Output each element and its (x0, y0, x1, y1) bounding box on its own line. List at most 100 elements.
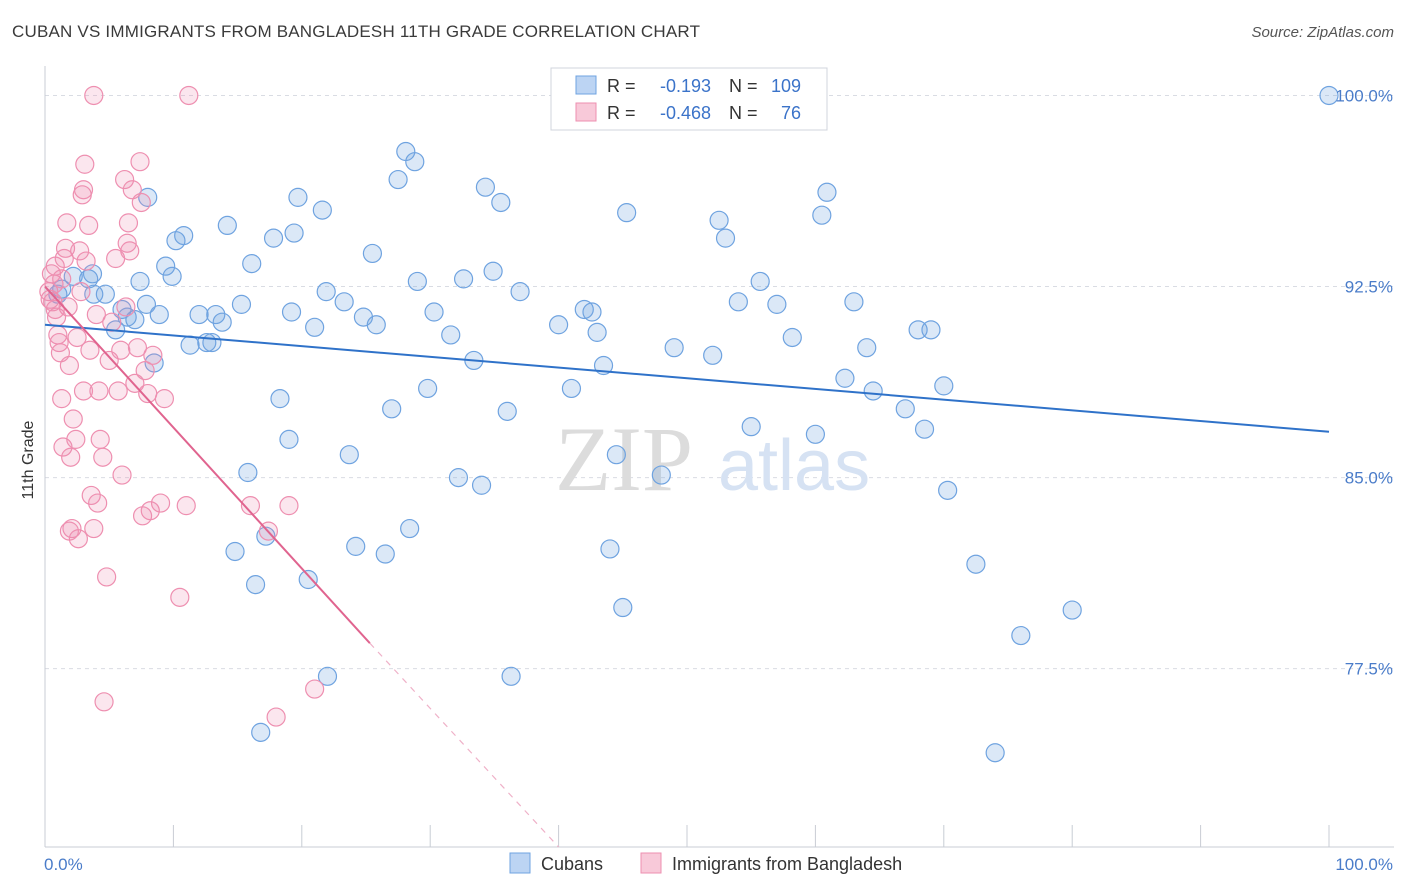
cubans-point (966, 554, 986, 574)
watermark-atlas: atlas (718, 426, 870, 506)
cubans-point (312, 200, 332, 220)
bangladesh-point (154, 389, 175, 409)
bangladesh-point (81, 485, 101, 506)
bangladesh-point (115, 169, 135, 190)
bangladesh-point (70, 241, 90, 261)
cubans-point (156, 256, 176, 276)
cubans-point (651, 465, 671, 485)
cubans-point (835, 368, 855, 388)
legend-n-label-2: N = (729, 103, 758, 123)
cubans-point (812, 205, 832, 225)
bottom-legend-bangladesh: Immigrants from Bangladesh (672, 854, 902, 874)
bangladesh-point (116, 297, 136, 317)
x-tick-label: 100.0% (1335, 855, 1393, 874)
cubans-point (130, 271, 150, 292)
legend-r-value-1: -0.193 (660, 76, 711, 96)
cubans-point (279, 429, 299, 449)
chart-title: CUBAN VS IMMIGRANTS FROM BANGLADESH 11TH… (12, 22, 701, 41)
bangladesh-point (52, 389, 72, 409)
cubans-point (162, 266, 182, 286)
legend-r-label-2: R = (607, 103, 636, 123)
bangladesh-trend-line (44, 285, 371, 644)
cubans-point (316, 282, 336, 302)
cubans-point (914, 419, 935, 439)
bangladesh-point (94, 692, 114, 712)
cubans-point (117, 307, 137, 327)
bangladesh-point (54, 248, 74, 269)
cubans-point (174, 225, 194, 246)
axes (44, 66, 1394, 848)
cubans-point (857, 338, 877, 358)
cubans-point (298, 569, 318, 590)
y-tick-label: 92.5% (1345, 278, 1393, 297)
legend-n-value-1: 109 (771, 76, 801, 96)
cubans-point (424, 302, 444, 322)
y-axis-title: 11th Grade (20, 420, 37, 499)
cubans-point (251, 722, 271, 742)
cubans-point (362, 243, 383, 264)
cubans-point (238, 462, 258, 483)
cubans-point (617, 203, 637, 223)
cubans-point (895, 399, 915, 419)
bangladesh-point (102, 312, 122, 332)
cubans-point (453, 269, 474, 289)
bangladesh-point (176, 496, 196, 516)
cubans-point (587, 322, 607, 342)
cubans-point (600, 539, 620, 559)
bangladesh-point (279, 496, 299, 516)
x-tick-labels: 0.0% 100.0% (44, 855, 1393, 874)
cubans-point (149, 304, 169, 325)
y-tick-labels: 77.5% 85.0% 92.5% 100.0% (1335, 86, 1393, 678)
cubans-point (202, 332, 222, 353)
source-label: Source: ZipAtlas.com (1251, 24, 1394, 41)
bangladesh-point (75, 154, 95, 174)
bangladesh-point (143, 345, 163, 365)
cubans-point (366, 315, 386, 335)
bangladesh-point (135, 361, 155, 381)
bangladesh-point (108, 381, 128, 401)
cubans-point (805, 424, 826, 444)
bangladesh-point (71, 282, 91, 302)
bangladesh-point (112, 465, 132, 485)
bangladesh-point (55, 238, 76, 258)
cubans-point (741, 417, 761, 437)
cubans-point (180, 335, 200, 355)
cubans-point (510, 282, 530, 302)
cubans-point (270, 389, 290, 409)
cubans-point (334, 292, 354, 312)
bottom-legend: Cubans Immigrants from Bangladesh (509, 852, 902, 874)
bangladesh-point (57, 213, 77, 233)
cubans-point (703, 345, 723, 365)
cubans-point (582, 302, 602, 322)
cubans-point (475, 177, 496, 197)
legend-r-label-1: R = (607, 76, 636, 96)
watermark: ZIP atlas (555, 408, 870, 510)
bangladesh-point (130, 152, 150, 172)
bangladesh-point (76, 251, 96, 271)
bangladesh-point (117, 233, 137, 253)
cubans-point (782, 327, 802, 348)
bangladesh-point (59, 355, 79, 376)
data-points (39, 85, 1339, 763)
cubans-point (225, 541, 245, 562)
cubans-point (664, 338, 684, 358)
bangladesh-point (66, 429, 86, 449)
bangladesh-point (240, 496, 261, 516)
y-tick-label: 77.5% (1345, 660, 1393, 679)
cubans-point (245, 575, 266, 595)
bangladesh-point (266, 707, 286, 727)
cubans-point (491, 192, 511, 213)
bangladesh-point (73, 180, 94, 200)
cubans-point (206, 304, 226, 325)
bangladesh-point (140, 501, 160, 521)
bangladesh-point (90, 429, 110, 449)
cubans-point (1319, 85, 1339, 106)
cubans-point (750, 271, 770, 292)
cubans-point (497, 401, 517, 421)
cubans-point (95, 284, 115, 304)
cubans-point (448, 468, 469, 488)
bangladesh-point (305, 679, 325, 699)
cubans-point (709, 210, 729, 230)
bangladesh-point (80, 340, 100, 360)
